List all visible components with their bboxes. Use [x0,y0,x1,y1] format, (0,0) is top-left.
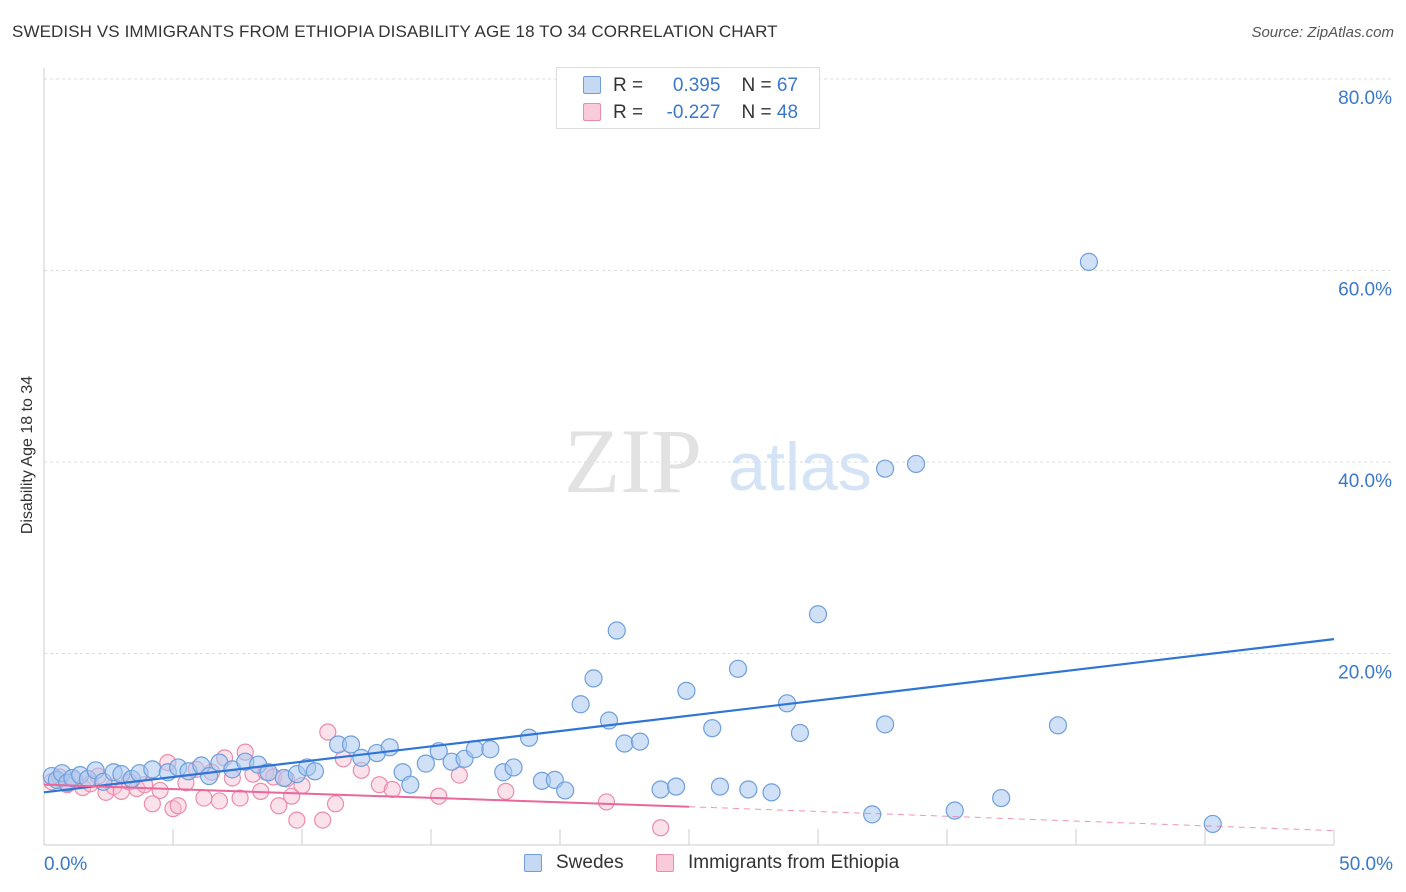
source-label: Source: ZipAtlas.com [1251,24,1394,41]
ethiopia-point [143,795,161,813]
n-value-swedes: 67 [776,75,799,96]
ethiopia-point [652,819,670,837]
ethiopia-legend-swatch [656,854,674,872]
swedes-point [584,669,603,688]
r-value-swedes: 0.395 [672,75,721,96]
ethiopia-point [270,797,288,815]
swedes-point [875,459,895,478]
swedes-point [341,735,361,754]
ethiopia-point [195,789,213,807]
swedes-point [863,805,882,824]
swedes-point [481,740,500,759]
swedes-point [1203,814,1222,834]
chart-title: SWEDISH VS IMMIGRANTS FROM ETHIOPIA DISA… [12,22,778,41]
swedes-point [630,732,650,751]
watermark-atlas: atlas [728,429,872,505]
n-label: N = [741,102,772,123]
swedes-point [571,695,590,714]
ethiopia-point [151,781,169,800]
swedes-point [762,783,781,802]
ethiopia-point [314,811,332,829]
ethiopia-point [370,776,388,794]
trend-lines [43,638,1335,832]
ethiopia-swatch [583,103,601,121]
swedes-point [352,748,371,767]
ethiopia-point [497,782,515,800]
swedes-point [607,621,626,640]
swedes-swatch [583,76,601,94]
ethiopia-point [326,795,345,813]
r-value-ethiopia: -0.227 [666,102,721,123]
swedes-point [1048,716,1068,735]
swedes-point [416,754,435,773]
ethiopia-trend-line [43,783,690,808]
swedes-trend-line [43,638,1335,794]
swedes-point [992,788,1011,808]
ethiopia-point [164,800,182,818]
n-value-ethiopia: 48 [776,102,799,123]
ethiopia-point [288,811,306,829]
swedes-point [703,719,722,738]
swedes-point [305,762,324,781]
gridlines [44,78,1392,654]
swedes-point [875,715,895,734]
y-axis-label: Disability Age 18 to 34 [19,375,36,535]
legend-label-swedes: Swedes [556,852,624,873]
axes [43,68,1335,846]
ethiopia-point [597,793,616,811]
tick-labels: 20.0% 40.0% 60.0% 80.0% 0.0% 50.0% [44,88,1393,875]
swedes-point [519,728,539,747]
x-tick-label-max: 50.0% [1339,854,1393,875]
swedes-legend-swatch [524,854,542,872]
ethiopia-point [210,792,229,810]
swedes-point [465,740,484,759]
swedes-point [808,605,828,624]
correlation-legend: R = 0.395 N = 67 R = -0.227 N = 48 [556,67,820,129]
swedes-point [504,758,523,777]
swedes-point [739,780,758,799]
n-label: N = [741,75,772,96]
x-tick-label-min: 0.0% [44,854,87,875]
ethiopia-trend-extension [688,806,1335,832]
swedes-point [677,681,696,700]
ethiopia-point [450,766,468,784]
swedes-point [1079,252,1099,271]
swedes-point [651,780,670,799]
swedes-point [615,734,634,753]
swedes-point [556,781,575,800]
watermark: ZIP atlas [564,410,872,512]
ethiopia-point [169,797,187,815]
r-label: R = [613,75,644,96]
swedes-point [710,777,730,796]
swedes-point [906,454,926,474]
ethiopia-point [383,780,401,799]
swedes-point [790,723,810,743]
blue-series-points [42,252,1222,834]
swedes-point [143,760,162,779]
ethiopia-point [319,723,337,741]
legend-label-ethiopia: Immigrants from Ethiopia [688,852,900,873]
y-tick-label: 60.0% [1338,280,1392,301]
swedes-point [728,659,748,678]
swedes-point [945,801,964,820]
r-label: R = [613,102,644,123]
swedes-point [666,777,686,796]
swedes-point [380,738,399,757]
y-tick-label: 80.0% [1338,88,1392,109]
series-legend: Swedes Immigrants from Ethiopia [0,852,1406,878]
watermark-zip: ZIP [564,410,702,512]
swedes-point [401,775,420,794]
ethiopia-point [231,789,249,807]
ethiopia-point [430,787,448,805]
y-tick-label: 40.0% [1338,471,1392,492]
y-tick-label: 20.0% [1338,663,1392,684]
